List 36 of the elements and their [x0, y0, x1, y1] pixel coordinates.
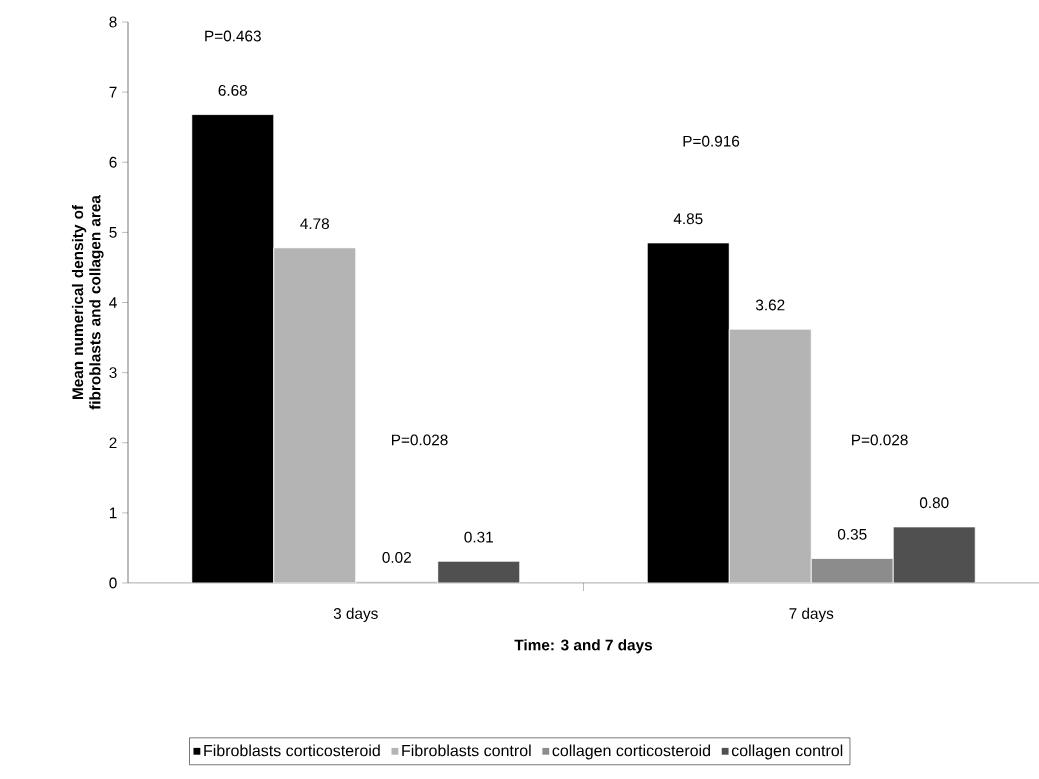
bar: [810, 558, 894, 583]
y-tick-label: 5: [109, 227, 117, 238]
data-label: 0.31: [464, 531, 493, 543]
y-tick-label: 8: [109, 16, 117, 28]
bar: [728, 328, 812, 583]
x-axis-title: Time: 3 and 7 days: [514, 639, 653, 654]
annotation: P=0.463: [205, 30, 261, 42]
data-label: 4.78: [300, 218, 330, 230]
legend-label: collagen control: [731, 744, 843, 760]
y-tick-label: 4: [109, 297, 117, 308]
y-tick-label: 2: [109, 437, 117, 449]
bar: [191, 114, 275, 583]
y-tick-label: 7: [109, 86, 117, 98]
data-label: 0.02: [382, 552, 411, 563]
annotation: P=0.916: [683, 135, 740, 147]
y-tick-label: 3: [109, 367, 117, 379]
data-label: 4.85: [673, 213, 703, 225]
bar: [273, 247, 357, 583]
y-tick-label: 0: [109, 577, 117, 589]
legend-label: Fibroblasts corticosteroid: [204, 744, 380, 757]
annotation: P=0.028: [392, 434, 448, 446]
x-tick-label: 3 days: [333, 607, 378, 622]
annotation: P=0.028: [852, 434, 908, 446]
y-axis-title: Mean numerical density of fibroblasts and collagen area: [71, 195, 104, 410]
legend-label: collagen corticosteroid: [552, 744, 710, 760]
data-label: 0.35: [837, 528, 867, 540]
data-label: 0.80: [919, 497, 949, 509]
bar: [437, 560, 521, 583]
data-label: 3.62: [755, 299, 785, 311]
bar: [646, 242, 730, 583]
x-tick-label: 7 days: [789, 607, 834, 622]
data-label: 6.68: [218, 85, 248, 96]
legend-label: Fibroblasts control: [402, 744, 531, 757]
y-tick-label: 1: [109, 507, 117, 519]
y-tick-label: 6: [109, 156, 117, 168]
bar: [892, 526, 976, 583]
